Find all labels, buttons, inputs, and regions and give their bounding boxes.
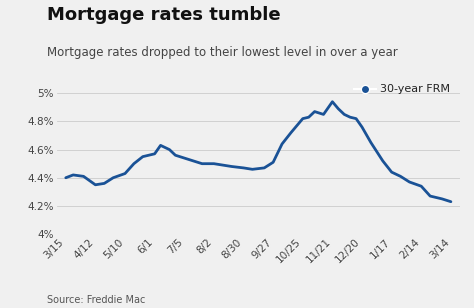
Text: Source: Freddie Mac: Source: Freddie Mac (47, 295, 146, 305)
Text: Mortgage rates dropped to their lowest level in over a year: Mortgage rates dropped to their lowest l… (47, 46, 398, 59)
Text: Mortgage rates tumble: Mortgage rates tumble (47, 6, 281, 24)
Legend: 30-year FRM: 30-year FRM (350, 80, 454, 99)
